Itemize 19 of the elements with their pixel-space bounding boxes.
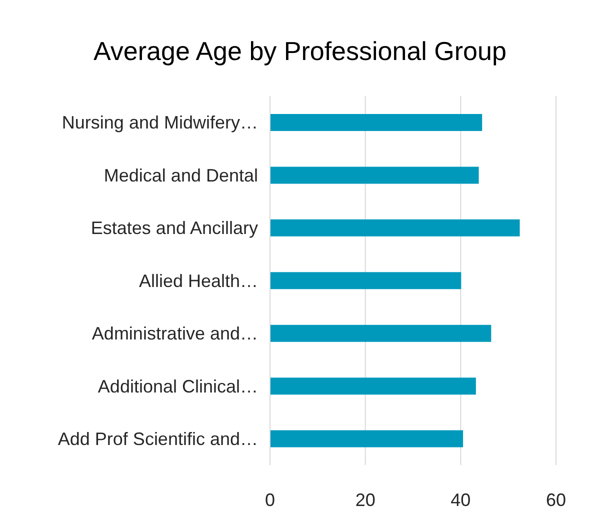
bar (270, 114, 482, 131)
y-tick-label: Add Prof Scientific and… (58, 429, 258, 450)
x-tick-label: 40 (450, 490, 471, 510)
bar (270, 430, 464, 448)
x-tick-label: 60 (546, 490, 566, 510)
y-tick-label: Medical and Dental (104, 165, 258, 186)
chart-title: Average Age by Professional Group (92, 36, 508, 67)
bar (270, 272, 462, 290)
x-tick-label: 0 (264, 490, 276, 510)
y-tick-label: Additional Clinical… (98, 376, 258, 396)
bar (270, 324, 492, 342)
bar (270, 378, 476, 395)
bar (270, 166, 479, 184)
y-tick-label: Estates and Ancillary (90, 218, 258, 238)
y-tick-label: Nursing and Midwifery… (62, 112, 258, 133)
x-tick-label: 20 (355, 490, 376, 510)
bar (270, 219, 520, 236)
y-tick-label: Allied Health… (138, 270, 258, 291)
y-tick-label: Administrative and… (92, 324, 258, 344)
